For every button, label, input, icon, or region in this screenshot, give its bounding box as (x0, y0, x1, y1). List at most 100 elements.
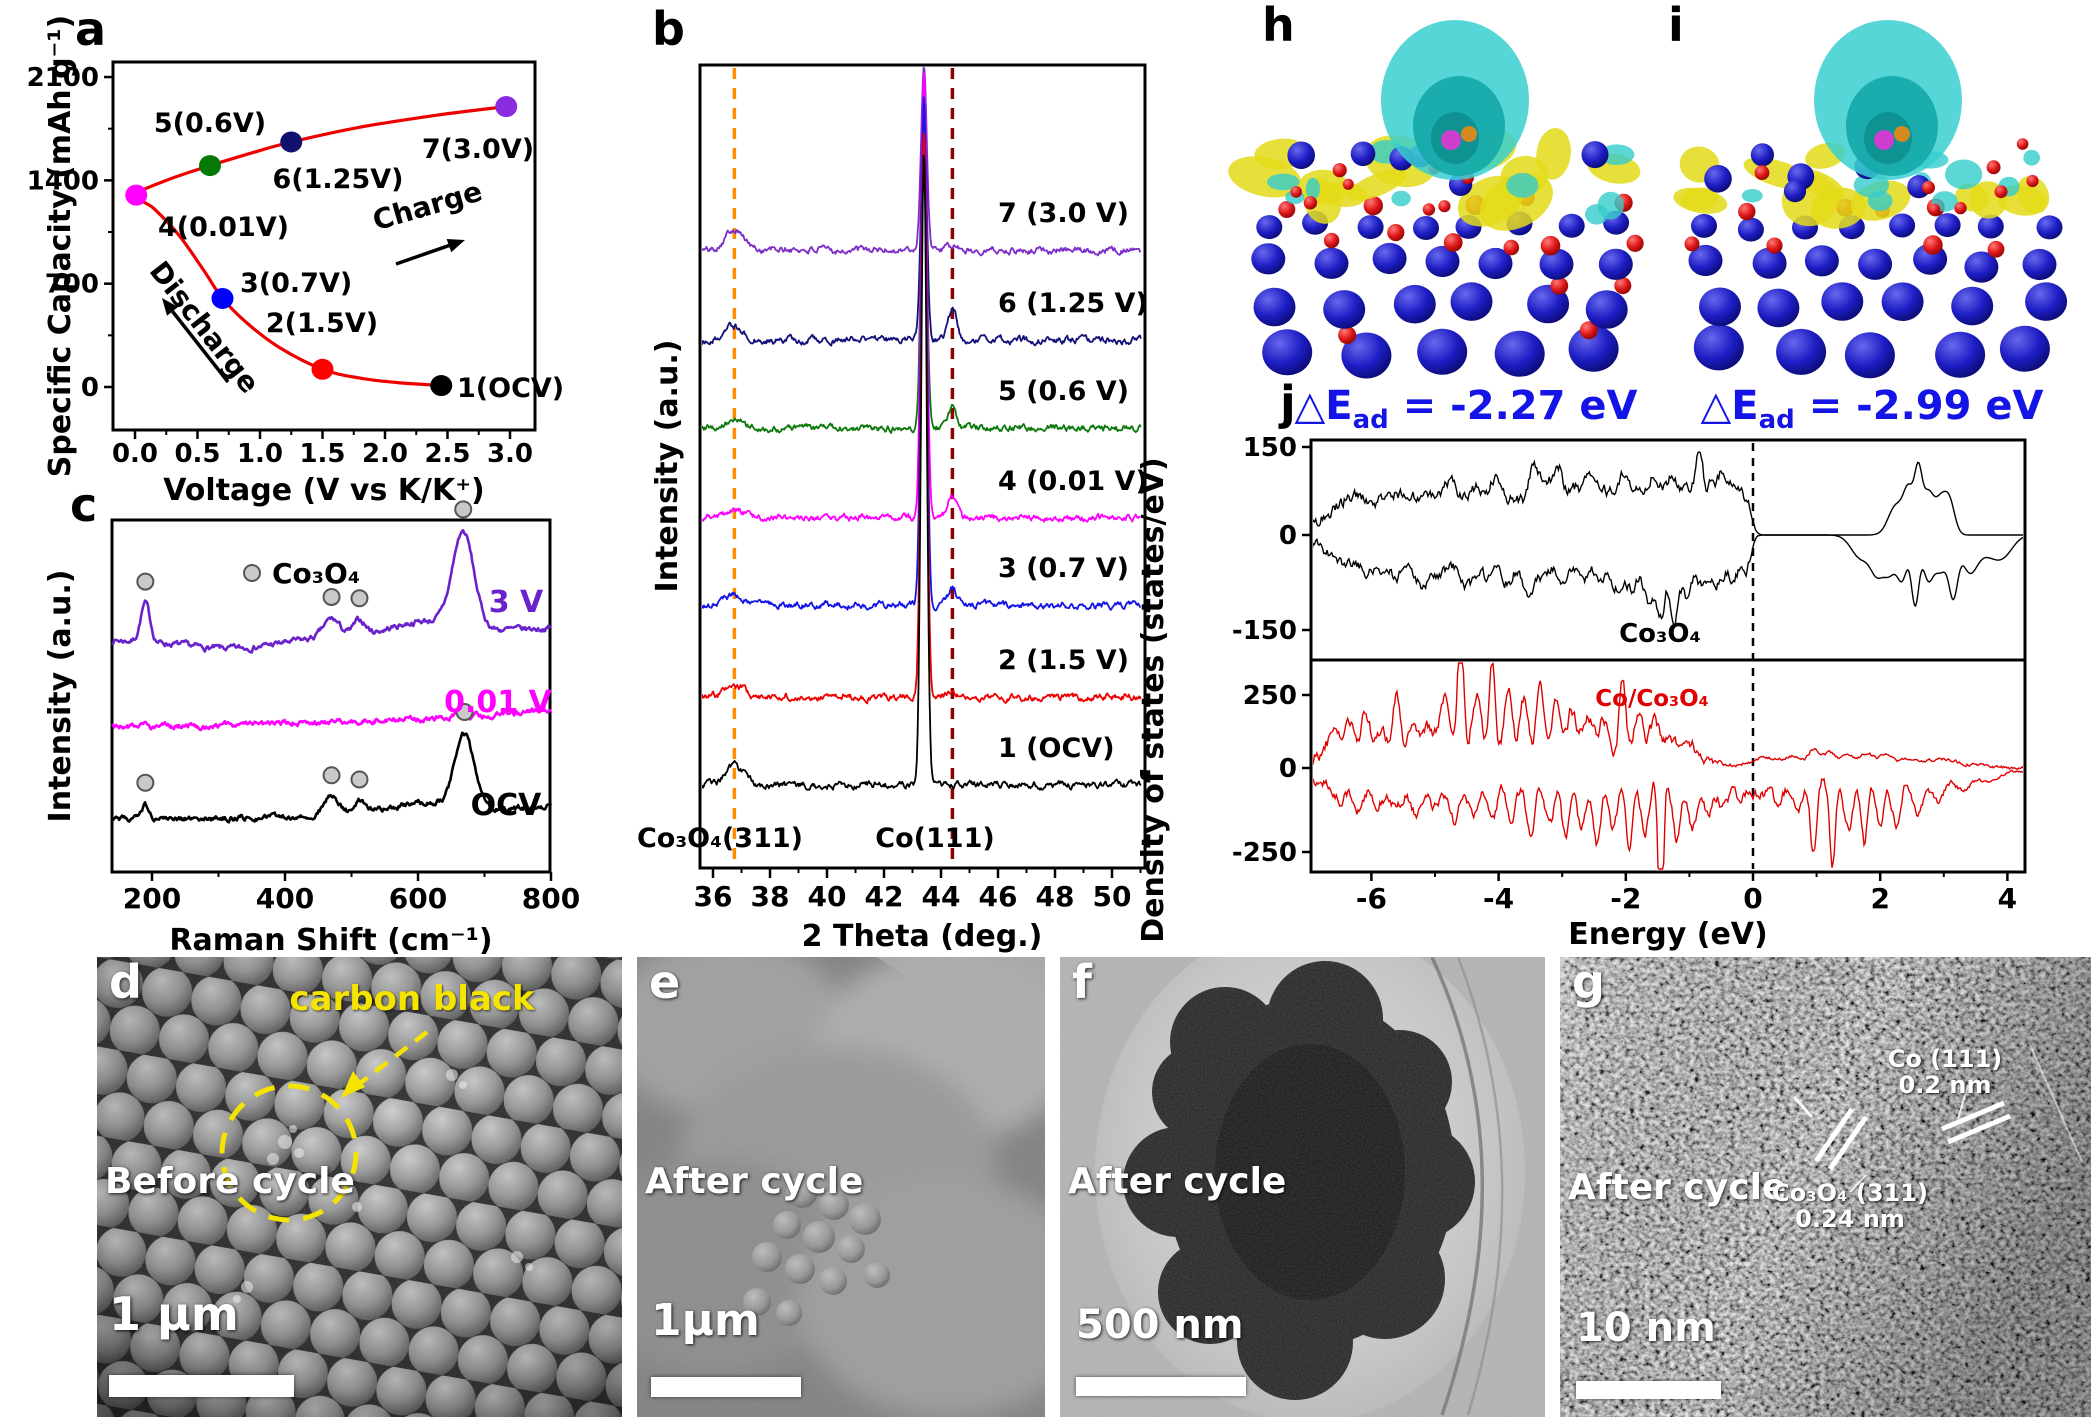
ead-sub-h: ad (1352, 405, 1389, 435)
c-xtick-label: 800 (522, 882, 580, 915)
a-data-point-6 (280, 131, 303, 153)
panel-c-letter: c (70, 478, 98, 532)
ead-value-h: = -2.27 eV (1388, 383, 1638, 429)
a-xtick-label: 1.5 (299, 439, 345, 469)
sem-vignette (97, 957, 622, 1417)
j-xtick-label: 4 (1998, 882, 2017, 915)
j-bottom-label: Co/Co₃O₄ (1595, 686, 1708, 712)
lattice-co3o4-spacing: 0.24 nm (1795, 1205, 1905, 1233)
panel-g-texture (1560, 957, 2091, 1417)
b-xtick-label: 48 (1036, 880, 1075, 913)
panel-a-frame (111, 60, 537, 432)
j-ytick-label: 0 (1279, 754, 1297, 784)
ead-value-i: = -2.99 eV (1794, 383, 2044, 429)
a-point-label-4: 4(0.01V) (158, 212, 289, 243)
b-xtick-label: 36 (694, 880, 733, 913)
b-xtick-label: 42 (865, 880, 904, 913)
co3o4-peak-marker (322, 587, 341, 606)
b-ylabel: Intensity (a.u.) (650, 340, 685, 593)
j-ytick-label: -250 (1232, 838, 1297, 868)
j-xlabel: Energy (eV) (1568, 917, 1767, 952)
panel-b-frame (698, 63, 1147, 870)
panel-g-letter: g (1572, 957, 1605, 1009)
a-data-point-4 (125, 184, 148, 206)
c-label-3v: 3 V (489, 585, 544, 620)
charge-arrow-head (446, 238, 465, 253)
panel-i-letter: i (1668, 0, 1684, 52)
charge-arrow-line (395, 243, 450, 266)
sem-grain (637, 957, 1045, 1417)
carbon-black-arrow-line (357, 1030, 429, 1086)
panel-g-scale-label: 10 nm (1576, 1305, 1716, 1351)
a-data-point-3 (211, 287, 234, 309)
b-curve-label-3: 4 (0.01 V) (998, 466, 1148, 497)
ead-prefix-i: △E (1700, 383, 1759, 429)
panel-d-scale-bar (109, 1375, 294, 1397)
panel-e-scale-label: 1μm (651, 1295, 760, 1346)
dft-structure-h (1228, 20, 1644, 379)
panel-f-letter: f (1072, 957, 1093, 1009)
b-curve-label-4: 3 (0.7 V) (998, 553, 1129, 584)
panel-g-scale-bar (1576, 1381, 1721, 1399)
panel-g-caption: After cycle (1568, 1167, 1787, 1208)
dft-structure-i (1673, 20, 2068, 379)
panel-e-texture (637, 957, 1045, 1417)
b-xtick-label: 38 (751, 880, 790, 913)
b-curve-label-1: 6 (1.25 V) (998, 288, 1148, 319)
c-xlabel: Raman Shift (cm⁻¹) (169, 923, 492, 958)
panel-e-scale-bar (651, 1377, 801, 1397)
a-xtick-label: 3.0 (487, 439, 533, 469)
co3o4-peak-marker (350, 589, 369, 608)
a-point-label-5: 5(0.6V) (154, 108, 266, 139)
discharge-arrow-line (171, 310, 230, 384)
panel-h-letter: h (1262, 0, 1295, 52)
panel-g-hrtem-image: g After cycle Co (111) 0.2 nm Co₃O₄ (311… (1560, 957, 2091, 1417)
panel-f-scale-label: 500 nm (1076, 1302, 1244, 1348)
lattice-markers (1792, 1044, 2083, 1193)
a-ytick-label: 700 (45, 270, 99, 300)
panel-d-letter: d (109, 957, 142, 1009)
panel-j-letter: j (1280, 376, 1296, 430)
j-xtick-label: -6 (1356, 882, 1387, 915)
a-data-point-5 (199, 155, 221, 177)
c-legend-marker (243, 564, 261, 582)
panel-d-sem-image: d carbon black Before cycle 1 μm (97, 957, 622, 1417)
lattice-co111-spacing: 0.2 nm (1898, 1071, 1992, 1099)
dos-co3o4-up (1313, 451, 2023, 536)
panel-e-caption: After cycle (645, 1161, 864, 1202)
panel-f-caption: After cycle (1068, 1161, 1287, 1202)
a-ylabel: Specific Capacity (mAh g⁻¹) (43, 15, 78, 478)
a-point-label-7: 7(3.0V) (422, 134, 534, 165)
c-ylabel: Intensity (a.u.) (43, 570, 78, 823)
b-xtick-label: 40 (808, 880, 847, 913)
a-point-label-3: 3(0.7V) (240, 268, 352, 299)
panel-f-texture (1060, 957, 1545, 1417)
j-xtick-label: 0 (1743, 882, 1762, 915)
co3o4-peak-marker (454, 500, 473, 519)
panel-f-tem-image: f After cycle 500 nm (1060, 957, 1545, 1417)
b-ref-label-co: Co(111) (875, 823, 994, 854)
co3o4-peak-marker (136, 572, 155, 591)
j-ylabel: Density of states (states/eV) (1136, 457, 1171, 943)
panel-d-scale-label: 1 μm (109, 1287, 239, 1341)
b-curve-label-5: 2 (1.5 V) (998, 645, 1129, 676)
panel-j-frame (1309, 438, 2027, 874)
co3o4-peak-marker (322, 766, 341, 785)
b-ref-label-co3o4: Co₃O₄(311) (637, 823, 803, 854)
panel-b-letter: b (652, 2, 685, 56)
panel-f-scale-bar (1076, 1377, 1246, 1396)
panel-c-frame (110, 518, 552, 874)
j-ytick-label: 0 (1279, 521, 1297, 551)
discharge-arrow-head (162, 298, 179, 316)
c-legend-label: Co₃O₄ (272, 557, 360, 590)
a-xtick-label: 2.5 (424, 439, 470, 469)
b-xtick-label: 50 (1093, 880, 1132, 913)
j-ytick-label: 150 (1243, 433, 1297, 463)
a-xtick-label: 0.5 (174, 439, 220, 469)
xrd-curve-1(OCV) (702, 154, 1142, 791)
raman-curve-2 (111, 731, 553, 824)
a-ytick-label: 0 (81, 373, 99, 403)
a-data-point-7 (495, 96, 518, 118)
c-label-001v: 0.01 V (444, 685, 552, 720)
